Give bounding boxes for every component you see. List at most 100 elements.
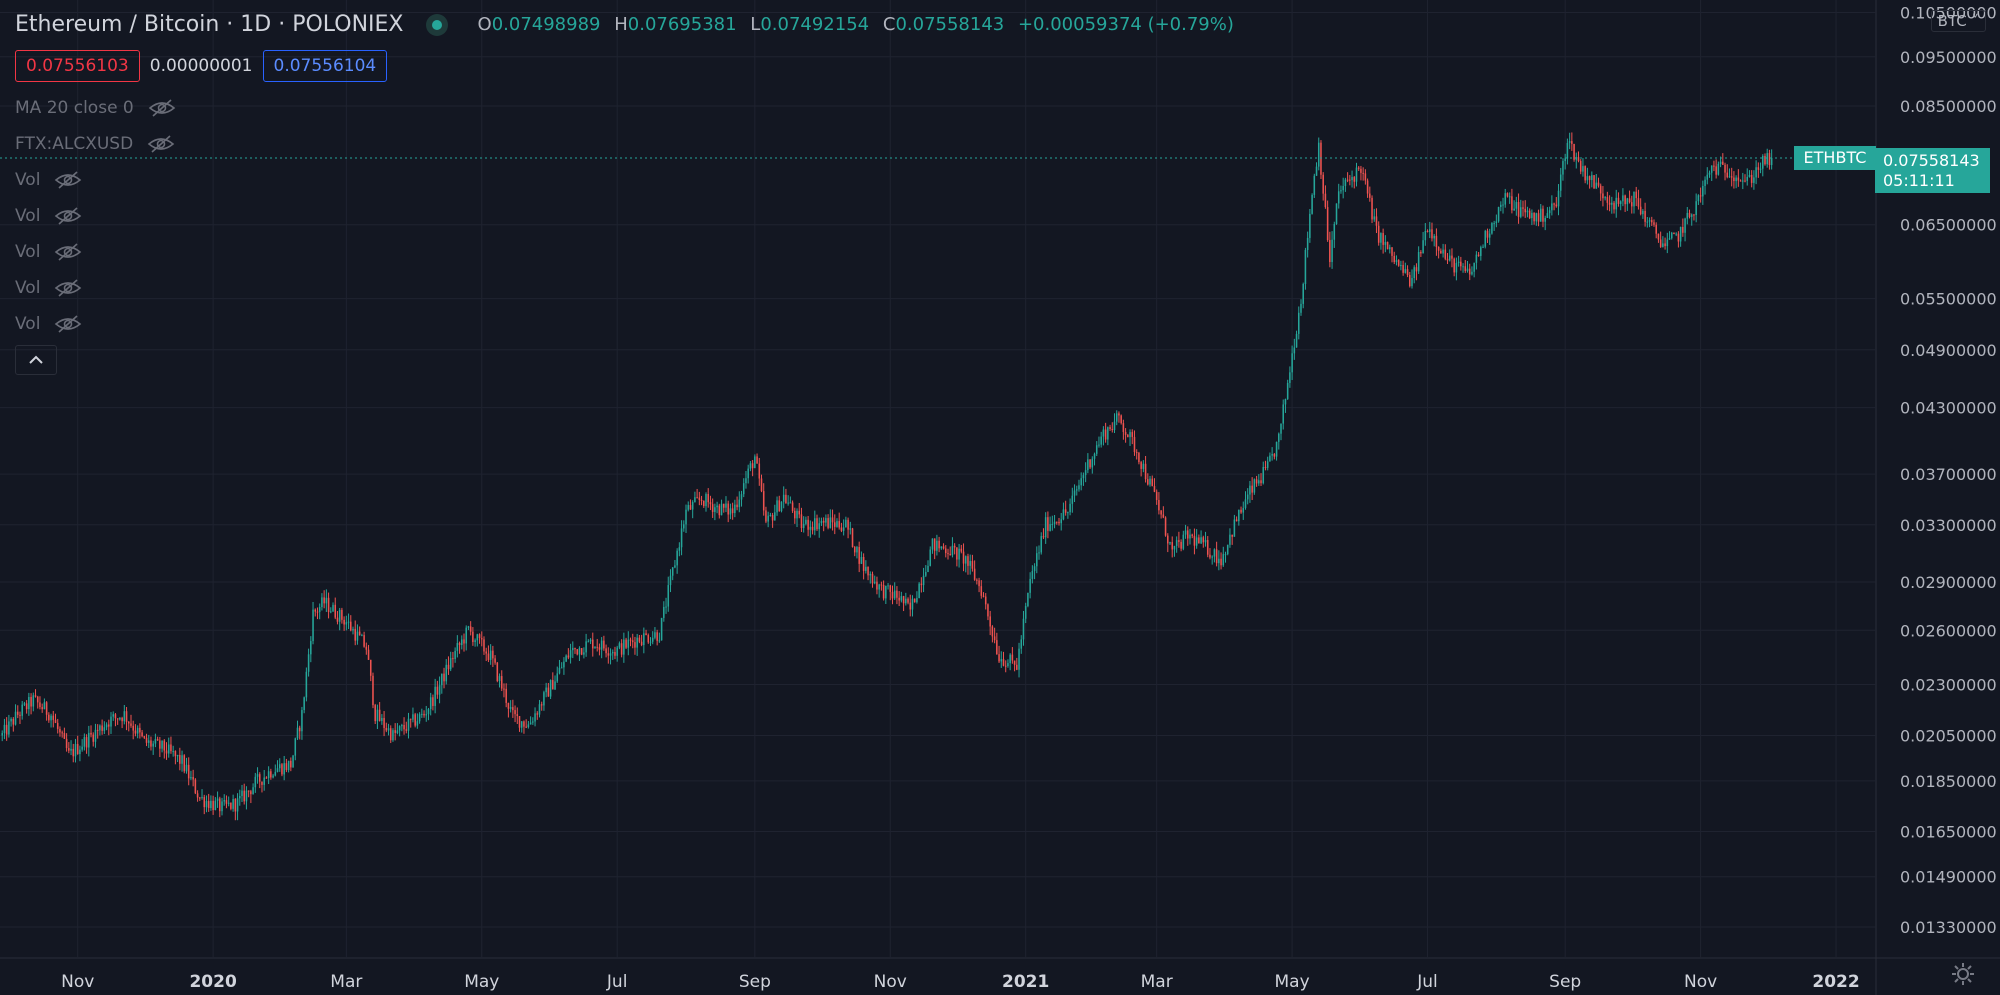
candle-body [103,727,106,731]
y-tick-label: 0.08500000 [1900,97,1997,116]
candle-body [918,583,920,599]
indicator-row[interactable]: MA 20 close 0 [15,98,176,118]
candle-body [1389,247,1391,250]
candle-body [1235,519,1238,522]
candle-body [849,528,852,530]
candle-body [287,760,290,771]
hidden-eye-icon[interactable] [54,242,82,262]
candle-body [643,633,645,646]
candle-body [591,639,594,649]
candle-body [836,521,838,527]
candle-body [39,702,41,708]
candle-body [967,556,969,566]
candle-body [1748,174,1751,177]
candle-body [944,548,947,554]
candle-body [1604,197,1606,199]
indicator-row[interactable]: Vol [15,314,82,334]
symbol-title[interactable]: Ethereum / Bitcoin · 1D · POLONIEX [15,12,404,37]
candle-body [21,704,23,716]
chart-settings-gear-icon[interactable] [1950,961,1976,987]
candle-body [1568,141,1571,143]
candle-body [105,724,108,728]
candle-body [94,729,97,742]
candle-body [700,499,703,501]
candle-body [1246,494,1249,500]
collapse-indicators-button[interactable] [15,345,57,375]
indicator-row[interactable]: FTX:ALCXUSD [15,134,175,154]
indicator-row[interactable]: Vol [15,278,82,298]
candle-body [687,505,690,510]
candle-body [92,734,95,742]
candle-body [505,688,507,703]
candle-body [1457,261,1460,263]
candle-body [203,797,206,808]
candle-body [1346,179,1349,181]
x-tick-label: Nov [1684,972,1717,992]
candle-body [987,604,989,617]
candle-body [10,718,12,722]
candle-body [72,748,75,757]
indicator-row[interactable]: Vol [15,242,82,262]
hidden-eye-icon[interactable] [148,98,176,118]
sell-price-button[interactable]: 0.07556103 [15,50,140,82]
candle-body [1397,260,1400,266]
candle-body [12,718,15,725]
candle-body [980,586,983,596]
indicator-row[interactable]: Vol [15,170,82,190]
candle-body [1766,153,1768,165]
candle-body [709,502,712,505]
hidden-eye-icon[interactable] [54,314,82,334]
candle-body [196,793,199,798]
candle-body [1193,535,1196,546]
candle-body [1433,235,1435,239]
hidden-eye-icon[interactable] [54,278,82,298]
hidden-eye-icon[interactable] [147,134,175,154]
candle-body [1466,268,1469,271]
candle-body [1659,239,1662,247]
candle-body [620,643,623,655]
candle-body [629,639,632,641]
candle-body [853,547,856,553]
bar-countdown: 05:11:11 [1883,170,1955,190]
candle-body [691,502,694,510]
candle-body [549,680,552,697]
candle-body [1539,208,1542,222]
candle-body [547,687,550,697]
market-status-icon[interactable] [425,13,448,36]
candle-body [394,730,396,733]
candle-body [134,730,137,734]
candle-body [1639,206,1642,215]
hidden-eye-icon[interactable] [54,206,82,226]
indicator-row[interactable]: Vol [15,206,82,226]
candle-body [1040,536,1043,553]
candle-body [623,639,625,655]
candle-body [1373,216,1376,220]
candle-body [480,638,483,640]
candle-body [982,595,985,597]
candle-body [585,641,587,653]
candle-body [869,573,872,576]
candle-body [1386,241,1389,250]
candle-body [314,609,317,612]
candle-body [1686,212,1689,219]
buy-price-button[interactable]: 0.07556104 [262,50,388,82]
candle-body [1662,243,1664,247]
candle-body [1426,230,1429,232]
candle-body [1500,204,1502,208]
candle-body [1644,210,1646,222]
candle-body [65,738,68,749]
candle-body [576,649,579,655]
currency-selector[interactable]: BTC ˅ [1930,10,1986,32]
candle-body [1477,254,1480,256]
candle-body [121,717,123,722]
candle-body [931,538,934,550]
candle-body [674,565,676,568]
hidden-eye-icon[interactable] [54,170,82,190]
candle-body [791,502,794,511]
candle-body [1080,478,1082,486]
candle-body [1200,537,1202,544]
candle-body [1413,267,1415,279]
candle-body [1619,201,1622,204]
candle-body [1233,519,1236,537]
